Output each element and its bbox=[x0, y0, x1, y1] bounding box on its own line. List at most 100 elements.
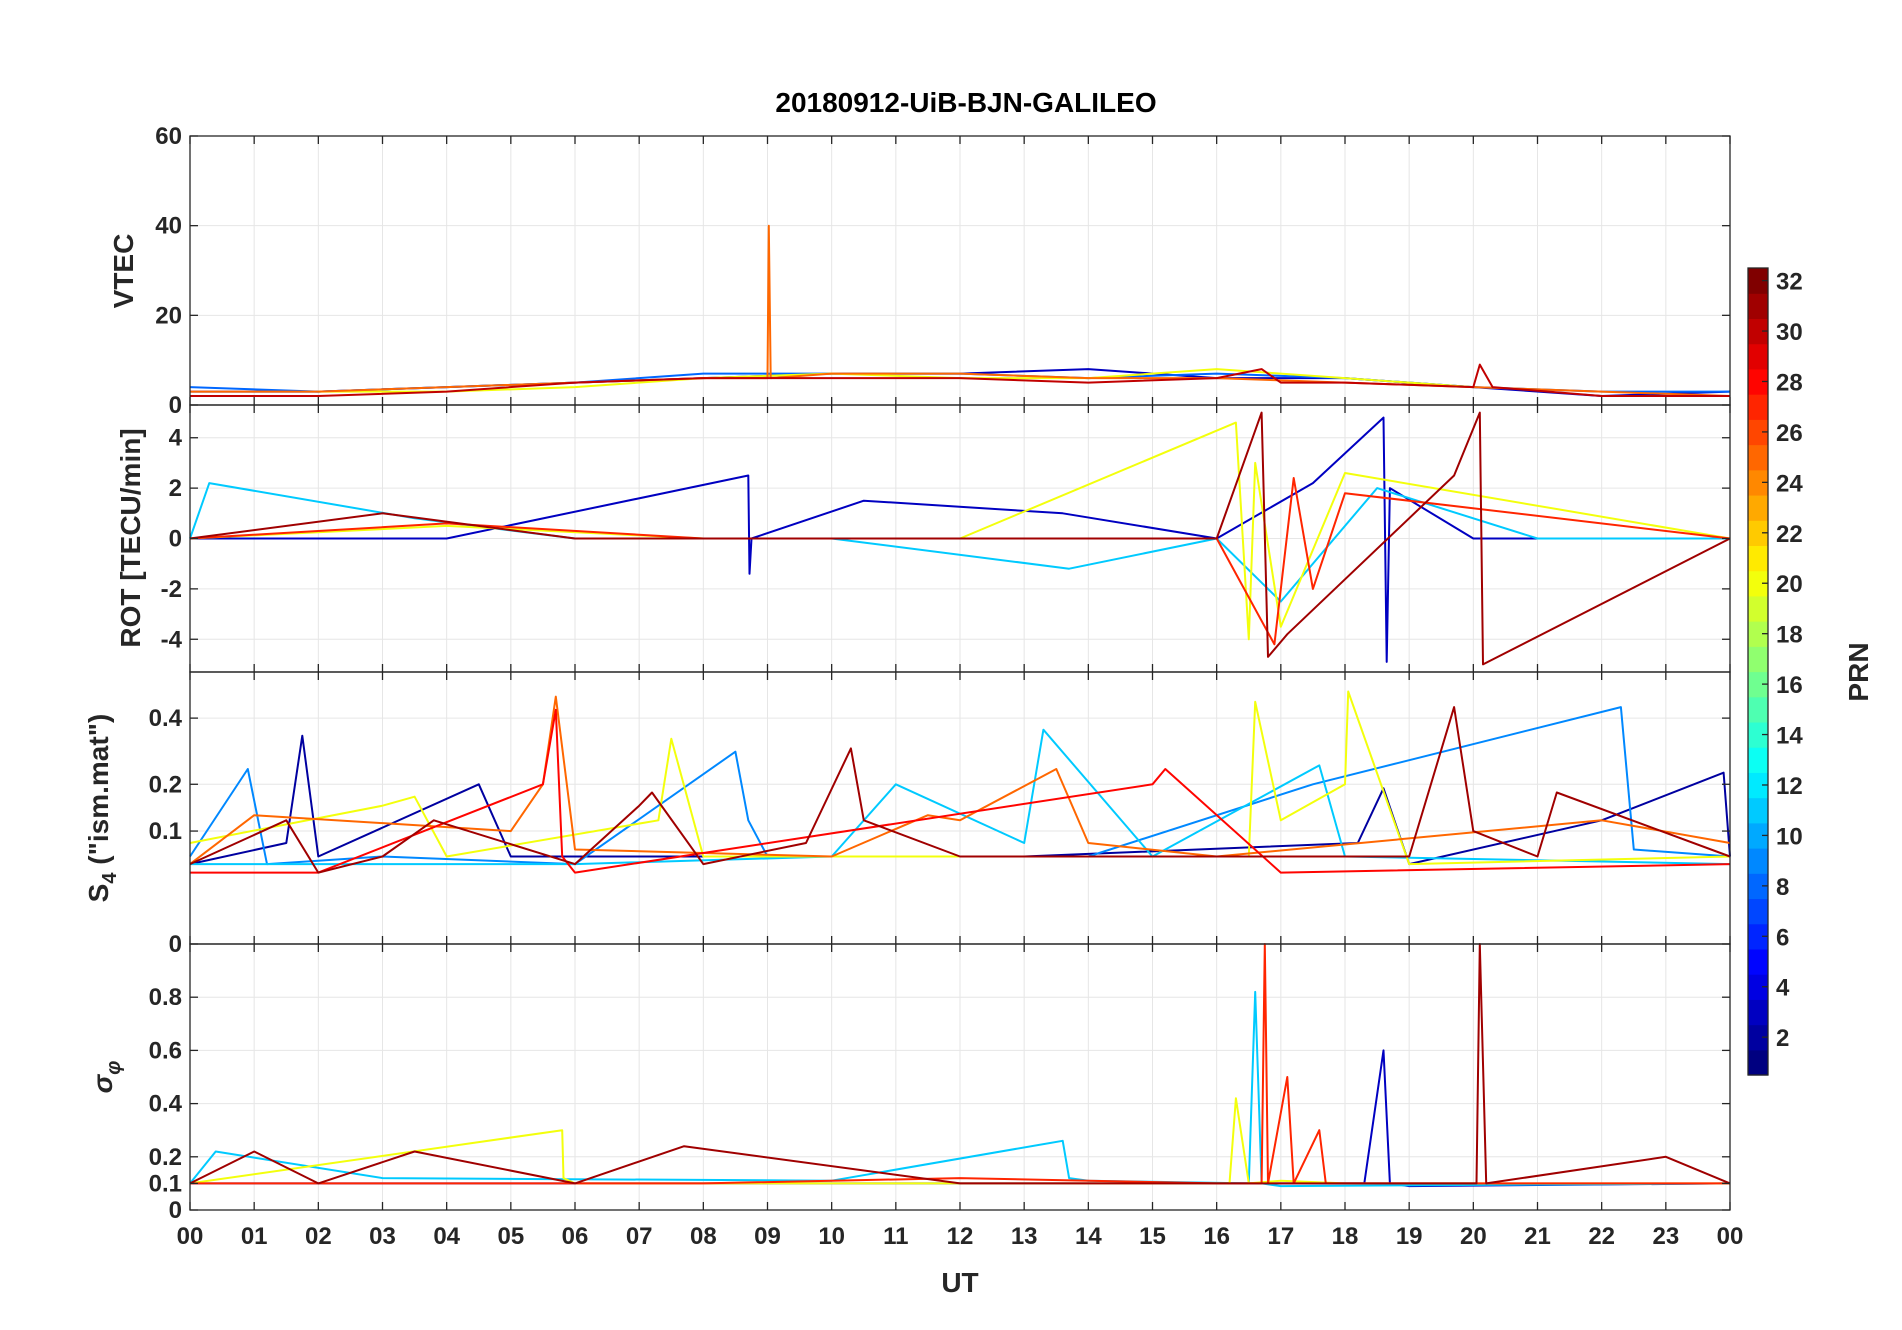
colorbar-segment bbox=[1748, 974, 1768, 1000]
s4-series-prn-31 bbox=[189, 706, 1731, 874]
colorbar-tick-label: 20 bbox=[1776, 571, 1803, 598]
vtec-series-prn-20 bbox=[318, 368, 1474, 393]
rot-series-prn-11 bbox=[189, 482, 1730, 603]
s4-series-prn-25 bbox=[189, 695, 1731, 865]
s4-ytick-label: 0.1 bbox=[149, 818, 182, 845]
colorbar-segment bbox=[1748, 494, 1768, 521]
x-tick-label: 07 bbox=[626, 1223, 653, 1250]
s4-ylabel-rest: ("ism.mat") bbox=[83, 714, 114, 873]
x-tick-label: 12 bbox=[947, 1223, 974, 1250]
rot-ticks: -4 -2 0 2 4 bbox=[161, 405, 1731, 672]
x-tick-label: 18 bbox=[1332, 1223, 1359, 1250]
colorbar-segment bbox=[1748, 368, 1768, 395]
x-tick-label: 03 bbox=[369, 1223, 396, 1250]
colorbar-segment bbox=[1748, 696, 1768, 723]
colorbar-tick-label: 22 bbox=[1776, 521, 1803, 548]
colorbar-tick-label: 6 bbox=[1776, 924, 1789, 951]
x-tick-label: 08 bbox=[690, 1223, 717, 1250]
rot-ytick-label: 4 bbox=[169, 425, 183, 452]
colorbar-tick-label: 12 bbox=[1776, 773, 1803, 800]
vtec-ytick-label: 40 bbox=[155, 213, 182, 240]
colorbar-segment bbox=[1748, 797, 1768, 824]
x-tick-label: 13 bbox=[1011, 1223, 1038, 1250]
rot-lines bbox=[189, 411, 1731, 666]
colorbar-segment bbox=[1748, 848, 1768, 874]
colorbar-tick-label: 14 bbox=[1776, 723, 1803, 750]
x-tick-label: 11 bbox=[883, 1223, 908, 1250]
sigma-ytick-label: 0.2 bbox=[149, 1144, 182, 1171]
colorbar-segment bbox=[1748, 671, 1768, 698]
x-tick-label: 15 bbox=[1139, 1223, 1166, 1250]
colorbar-tick-label: 24 bbox=[1776, 470, 1803, 497]
rot-ytick-label: -2 bbox=[161, 576, 182, 603]
colorbar-tick-label: 32 bbox=[1776, 269, 1803, 296]
s4-series-prn-11 bbox=[190, 728, 1731, 866]
sigma-ytick-label: 0.8 bbox=[149, 984, 182, 1011]
rot-ylabel: ROT [TECU/min] bbox=[115, 428, 146, 647]
x-tick-label: 00 bbox=[1717, 1223, 1744, 1250]
sigma-lines bbox=[189, 943, 1731, 1188]
colorbar-tick-label: 26 bbox=[1776, 420, 1803, 447]
colorbar-segment bbox=[1748, 419, 1768, 446]
colorbar-segment bbox=[1748, 1049, 1768, 1076]
x-tick-label: 19 bbox=[1396, 1223, 1423, 1250]
sigma-ylabel-main: σ bbox=[87, 1073, 118, 1093]
colorbar-segment bbox=[1748, 822, 1768, 849]
colorbar-segment bbox=[1748, 394, 1768, 420]
colorbar-segment bbox=[1748, 747, 1768, 773]
vtec-series-prn-30 bbox=[190, 363, 1730, 397]
x-tick-label: 04 bbox=[433, 1223, 460, 1250]
x-tick-label: 21 bbox=[1524, 1223, 1551, 1250]
rot-series-prn-27 bbox=[189, 477, 1731, 646]
sigma-series-prn-27 bbox=[190, 943, 1730, 1185]
s4-lines bbox=[189, 690, 1731, 874]
vtec-ytick-label: 0 bbox=[169, 392, 182, 419]
colorbar-tick-label: 28 bbox=[1776, 369, 1803, 396]
s4-ticks: 0 0.1 0.2 0.4 bbox=[149, 672, 1731, 958]
s4-ylabel-main: S bbox=[83, 884, 114, 903]
figure-title: 20180912-UiB-BJN-GALILEO bbox=[775, 87, 1156, 118]
colorbar-segment bbox=[1748, 721, 1768, 748]
x-tick-label: 14 bbox=[1075, 1223, 1102, 1250]
x-tick-label: 05 bbox=[497, 1223, 524, 1250]
colorbar-segment bbox=[1748, 948, 1768, 975]
rot-ytick-label: 0 bbox=[169, 526, 182, 553]
x-axis-label: UT bbox=[941, 1267, 978, 1298]
x-tick-label: 20 bbox=[1460, 1223, 1487, 1250]
x-tick-label: 01 bbox=[241, 1223, 268, 1250]
s4-series-prn-28 bbox=[190, 708, 1731, 874]
colorbar-segment bbox=[1748, 1024, 1768, 1051]
colorbar-segment bbox=[1748, 999, 1768, 1026]
colorbar-segment bbox=[1748, 444, 1768, 471]
colorbar-segment bbox=[1748, 318, 1768, 345]
colorbar-segment bbox=[1748, 343, 1768, 370]
sigma-ytick-label: 0.1 bbox=[149, 1170, 182, 1197]
colorbar-segment bbox=[1748, 520, 1768, 547]
colorbar-tick-label: 4 bbox=[1776, 975, 1790, 1002]
x-tick-label: 06 bbox=[562, 1223, 589, 1250]
vtec-ticks: 0 20 40 60 bbox=[155, 123, 1731, 419]
colorbar-label: PRN bbox=[1843, 642, 1874, 701]
colorbar-segment bbox=[1748, 898, 1768, 925]
colorbar-frame bbox=[1747, 267, 1769, 1076]
x-tick-label: 17 bbox=[1267, 1223, 1294, 1250]
rot-series-prn-3 bbox=[190, 416, 1730, 663]
colorbar-segment bbox=[1748, 923, 1768, 950]
colorbar-tick-label: 2 bbox=[1776, 1025, 1789, 1052]
colorbar-tick-label: 10 bbox=[1776, 823, 1803, 850]
rot-ytick-label: -4 bbox=[161, 626, 183, 653]
colorbar-segment bbox=[1748, 621, 1768, 647]
colorbar-tick-label: 18 bbox=[1776, 622, 1803, 649]
panel-vtec: 0 20 40 60 VTEC bbox=[108, 123, 1731, 419]
sigma-ylabel-sub: φ bbox=[103, 1061, 125, 1075]
s4-ytick-label: 0.4 bbox=[149, 705, 183, 732]
colorbar-segment bbox=[1748, 873, 1768, 900]
sigma-ylabel: σφ bbox=[87, 1061, 125, 1094]
x-tick-label: 16 bbox=[1203, 1223, 1230, 1250]
colorbar-segment bbox=[1748, 570, 1768, 597]
vtec-lines bbox=[189, 224, 1731, 397]
